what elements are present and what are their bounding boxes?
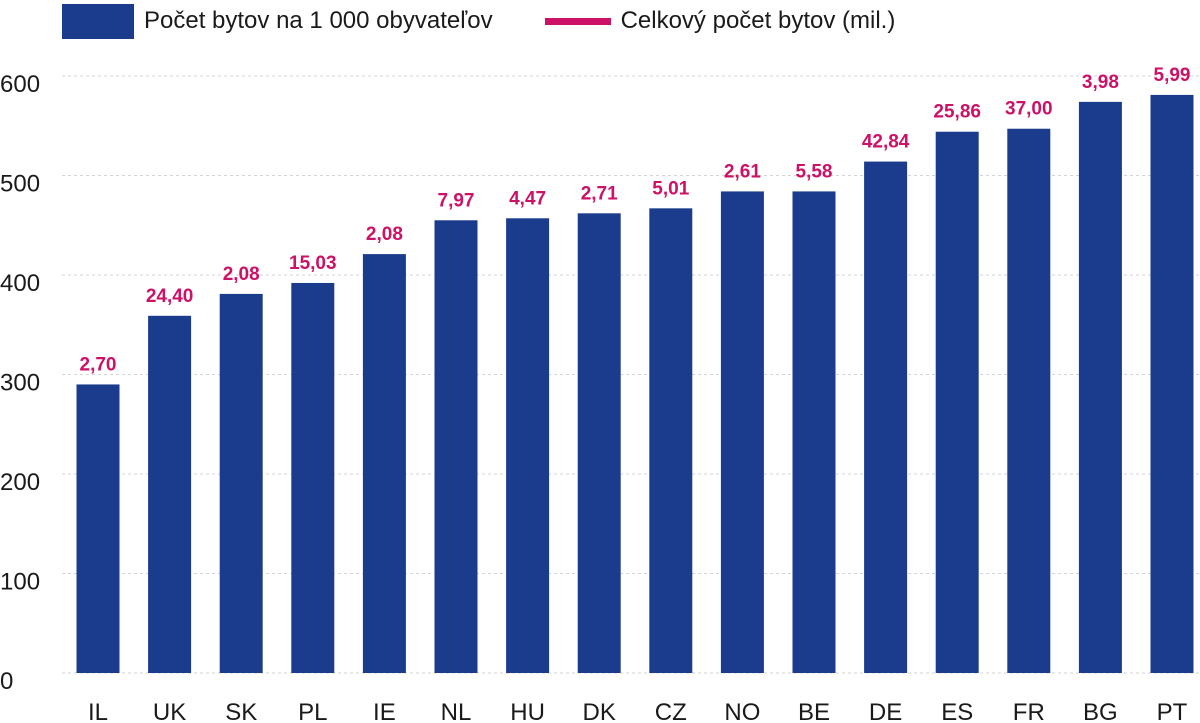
x-tick-label: IL — [88, 699, 108, 723]
x-tick-label: CZ — [655, 699, 687, 723]
y-tick-label: 400 — [0, 270, 40, 297]
bar — [1007, 128, 1051, 674]
bar — [864, 161, 908, 673]
legend: Počet bytov na 1 000 obyvateľov Celkový … — [62, 2, 947, 40]
bar — [291, 282, 335, 673]
data-label: 2,08 — [223, 264, 260, 285]
bar — [76, 384, 120, 673]
legend-swatch-bars — [62, 3, 134, 39]
data-label: 2,70 — [80, 354, 117, 375]
bar — [1150, 94, 1194, 673]
x-tick-label: BG — [1083, 699, 1118, 723]
data-label: 3,98 — [1082, 72, 1119, 93]
data-label: 7,97 — [438, 190, 475, 211]
x-tick-label: HU — [510, 699, 545, 723]
x-tick-label: ES — [941, 699, 973, 723]
legend-label-line: Celkový počet bytov (mil.) — [620, 7, 896, 34]
y-tick-label: 500 — [0, 171, 40, 198]
x-tick-label: NL — [441, 699, 472, 723]
bar — [219, 293, 263, 673]
data-label: 5,58 — [796, 161, 833, 182]
x-tick-label: DE — [869, 699, 902, 723]
x-tick-label: BE — [798, 699, 830, 723]
bar — [148, 315, 192, 673]
bar — [720, 191, 764, 674]
data-label: 2,71 — [581, 183, 618, 204]
bar — [577, 213, 621, 673]
data-label: 37,00 — [1005, 99, 1053, 120]
data-label: 15,03 — [289, 253, 337, 274]
data-label: 5,01 — [652, 178, 689, 199]
x-tick-label: FR — [1013, 699, 1045, 723]
data-label: 4,47 — [509, 188, 546, 209]
x-tick-label: NO — [724, 699, 760, 723]
data-label: 2,61 — [724, 161, 761, 182]
legend-item-bars: Počet bytov na 1 000 obyvateľov — [62, 3, 493, 39]
data-label: 2,08 — [366, 224, 403, 245]
x-tick-label: IE — [373, 699, 396, 723]
x-tick-label: PL — [298, 699, 327, 723]
x-tick-label: DK — [583, 699, 616, 723]
legend-item-line: Celkový počet bytov (mil.) — [544, 7, 896, 35]
bar — [935, 131, 979, 674]
data-label: 24,40 — [146, 286, 194, 307]
bar — [506, 218, 550, 673]
bar — [792, 191, 836, 674]
legend-label-bars: Počet bytov na 1 000 obyvateľov — [144, 7, 493, 34]
x-tick-label: SK — [225, 699, 257, 723]
x-tick-label: PT — [1157, 699, 1188, 723]
y-tick-label: 0 — [0, 668, 13, 695]
bar — [434, 220, 478, 673]
y-tick-label: 100 — [0, 569, 40, 596]
y-tick-label: 200 — [0, 469, 40, 496]
legend-swatch-line — [544, 17, 611, 25]
data-label: 5,99 — [1154, 65, 1191, 86]
data-label: 42,84 — [862, 132, 910, 153]
bar — [649, 208, 693, 673]
bar — [362, 254, 406, 674]
bar — [1078, 101, 1122, 674]
y-tick-label: 300 — [0, 370, 40, 397]
y-tick-label: 600 — [0, 71, 40, 98]
x-tick-label: UK — [153, 699, 186, 723]
data-label: 25,86 — [933, 102, 981, 123]
